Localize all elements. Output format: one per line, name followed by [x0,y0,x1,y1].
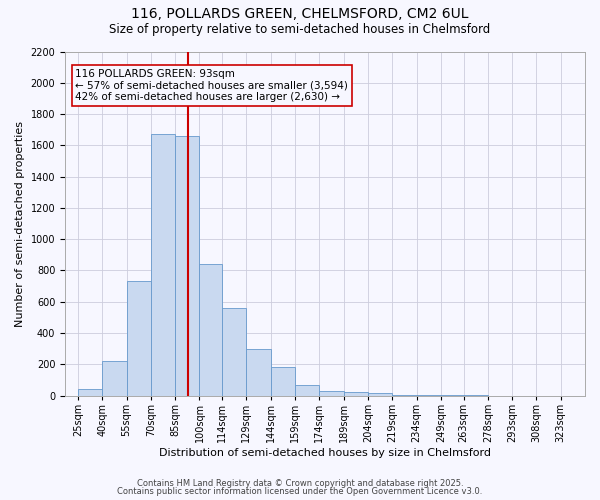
Bar [247,348,271,396]
Bar [392,395,416,396]
Bar [344,392,368,396]
Text: 116, POLLARDS GREEN, CHELMSFORD, CM2 6UL: 116, POLLARDS GREEN, CHELMSFORD, CM2 6UL [131,8,469,22]
Y-axis label: Number of semi-detached properties: Number of semi-detached properties [15,120,25,326]
X-axis label: Distribution of semi-detached houses by size in Chelmsford: Distribution of semi-detached houses by … [159,448,491,458]
Bar [78,390,102,396]
Text: Size of property relative to semi-detached houses in Chelmsford: Size of property relative to semi-detach… [109,22,491,36]
Bar [319,391,344,396]
Text: 116 POLLARDS GREEN: 93sqm
← 57% of semi-detached houses are smaller (3,594)
42% : 116 POLLARDS GREEN: 93sqm ← 57% of semi-… [76,68,349,102]
Bar [295,384,319,396]
Text: Contains public sector information licensed under the Open Government Licence v3: Contains public sector information licen… [118,487,482,496]
Bar [368,394,392,396]
Bar [199,264,222,396]
Bar [151,134,175,396]
Bar [222,308,247,396]
Bar [127,282,151,396]
Bar [102,361,127,396]
Bar [175,136,199,396]
Text: Contains HM Land Registry data © Crown copyright and database right 2025.: Contains HM Land Registry data © Crown c… [137,478,463,488]
Bar [271,368,295,396]
